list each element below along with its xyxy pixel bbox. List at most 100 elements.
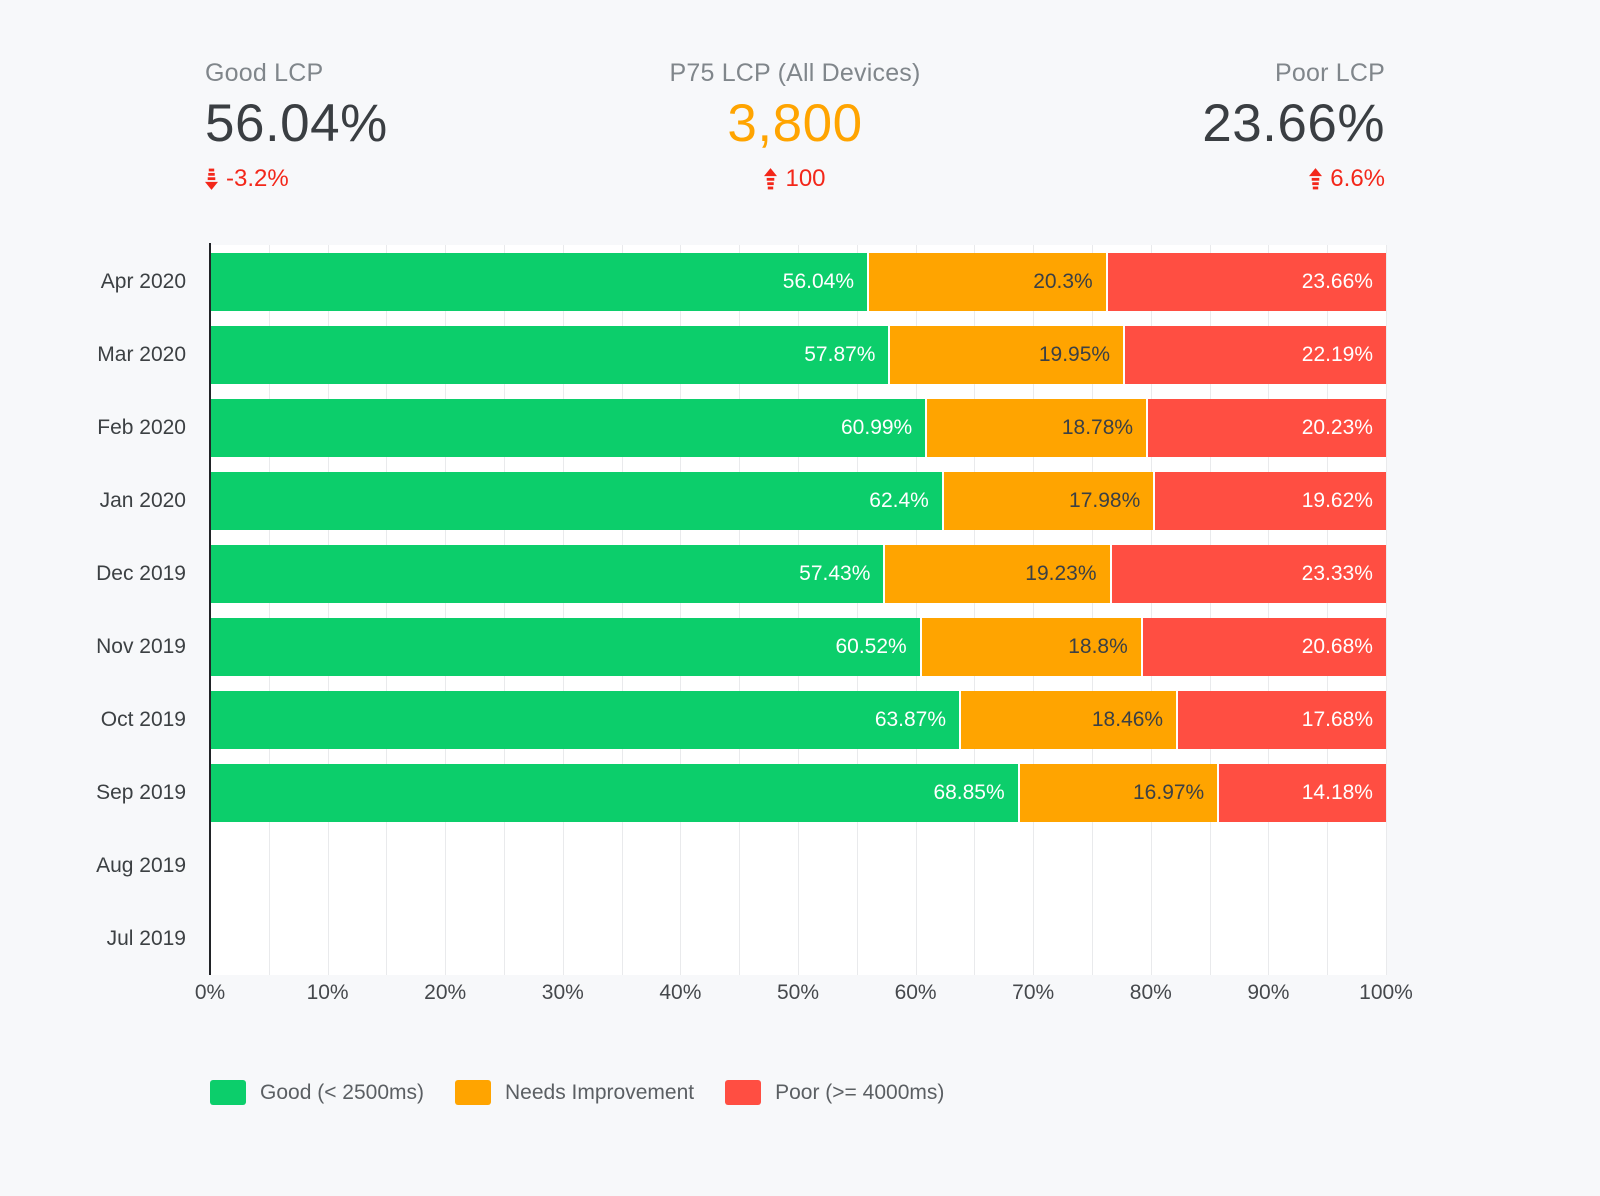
gridline (1386, 245, 1387, 975)
legend-item-needs-improvement[interactable]: Needs Improvement (455, 1080, 694, 1105)
bar-track: 68.85% 16.97% 14.18% (210, 763, 1386, 822)
bar-segment-poor[interactable]: 22.19% (1125, 325, 1386, 384)
y-axis-label: Jul 2019 (106, 926, 186, 950)
y-axis-label: Mar 2020 (97, 342, 186, 366)
bar-segment-value: 16.97% (1133, 780, 1205, 804)
gridline (915, 245, 917, 975)
bar-segment-value: 19.95% (1038, 342, 1111, 366)
arrow-down-icon (205, 168, 218, 190)
bar-segment-needs-improvement[interactable]: 16.97% (1019, 763, 1220, 822)
y-axis-label: Apr 2020 (100, 269, 186, 293)
bar-segment-poor[interactable]: 23.66% (1107, 252, 1386, 311)
y-axis-label: Dec 2019 (96, 561, 186, 585)
bar-segment-value: 57.87% (804, 342, 876, 366)
bar-segment-needs-improvement[interactable]: 20.3% (869, 252, 1108, 311)
bar-track: 62.4% 17.98% 19.62% (210, 471, 1386, 530)
x-axis-tick-label: 70% (1012, 981, 1055, 1004)
bar-segment-good[interactable]: 60.52% (210, 617, 922, 676)
bar-segment-needs-improvement[interactable]: 18.8% (921, 617, 1143, 676)
kpi-poor-lcp: Poor LCP 23.66% 6.6% (1005, 58, 1385, 192)
gridline (621, 245, 623, 975)
gridline (268, 245, 270, 975)
bar-segment-good[interactable]: 62.4% (210, 471, 944, 530)
legend-label: Poor (>= 4000ms) (775, 1080, 945, 1104)
x-axis-tick-label: 30% (541, 981, 584, 1004)
legend-item-good[interactable]: Good (< 2500ms) (210, 1080, 424, 1105)
gridline (504, 245, 505, 975)
x-axis-tick-label: 40% (659, 981, 702, 1004)
arrow-up-icon (1309, 168, 1323, 190)
bar-segment-good[interactable]: 68.85% (210, 763, 1020, 822)
kpi-label: Good LCP (205, 59, 324, 87)
kpi-delta: 6.6% (1309, 166, 1385, 192)
gridline (1327, 245, 1329, 975)
bar-track: 60.99% 18.78% 20.23% (210, 398, 1386, 457)
kpi-p75-lcp: P75 LCP (All Devices) 3,800 100 (605, 58, 985, 192)
bar-segment-value: 23.33% (1301, 561, 1373, 585)
bar-row: Jan 2020 62.4% 17.98% 19.62% (0, 464, 1600, 537)
kpi-row: Good LCP 56.04% -3.2% P75 LCP (All Devic… (205, 58, 1385, 192)
y-axis-label: Oct 2019 (100, 707, 186, 731)
y-axis-label: Sep 2019 (96, 780, 186, 804)
bar-segment-value: 18.46% (1091, 707, 1164, 731)
bar-row: Apr 2020 56.04% 20.3% 23.66% (0, 245, 1600, 318)
bar-segment-poor[interactable]: 17.68% (1178, 690, 1386, 749)
gridline (1092, 245, 1093, 975)
bar-segment-value: 17.98% (1069, 488, 1141, 512)
bar-segment-good[interactable]: 57.43% (210, 544, 886, 603)
y-axis-line (209, 243, 211, 975)
bar-segment-poor[interactable]: 19.62% (1155, 471, 1386, 530)
bar-row: Sep 2019 68.85% 16.97% 14.18% (0, 756, 1600, 829)
bar-row: Feb 2020 60.99% 18.78% 20.23% (0, 391, 1600, 464)
gridline (798, 245, 799, 975)
bar-segment-value: 18.8% (1068, 634, 1128, 658)
bar-segment-needs-improvement[interactable]: 17.98% (943, 471, 1156, 530)
legend-item-poor[interactable]: Poor (>= 4000ms) (725, 1080, 944, 1105)
gridline (856, 245, 858, 975)
bar-segment-value: 22.19% (1301, 342, 1373, 366)
bar-row: Mar 2020 57.87% 19.95% 22.19% (0, 318, 1600, 391)
bar-track (210, 910, 1386, 968)
bar-segment-good[interactable]: 63.87% (210, 690, 962, 749)
bar-segment-good[interactable]: 57.87% (210, 325, 891, 384)
kpi-value: 3,800 (727, 94, 863, 153)
y-axis-label: Aug 2019 (96, 853, 186, 877)
legend-swatch-poor (725, 1080, 762, 1105)
bar-segment-value: 14.18% (1301, 780, 1373, 804)
kpi-good-lcp: Good LCP 56.04% -3.2% (205, 58, 585, 192)
bar-segment-needs-improvement[interactable]: 19.95% (890, 325, 1126, 384)
bar-segment-value: 20.3% (1033, 269, 1093, 293)
bar-segment-value: 19.23% (1025, 561, 1097, 585)
gridline (1209, 245, 1211, 975)
bar-track: 57.43% 19.23% 23.33% (210, 544, 1386, 603)
bar-row: Aug 2019 (0, 829, 1600, 902)
bar-segment-value: 20.68% (1301, 634, 1373, 658)
bar-segment-value: 68.85% (933, 780, 1005, 804)
kpi-label: Poor LCP (1275, 59, 1385, 87)
gridline (680, 245, 682, 975)
x-axis-tick-label: 20% (424, 981, 467, 1004)
bar-segment-poor[interactable]: 20.68% (1142, 617, 1386, 676)
bar-track: 63.87% 18.46% 17.68% (210, 690, 1386, 749)
y-axis-label: Nov 2019 (96, 634, 186, 658)
bar-segment-good[interactable]: 60.99% (210, 398, 928, 457)
bar-segment-needs-improvement[interactable]: 19.23% (885, 544, 1112, 603)
gridline (1268, 245, 1270, 975)
legend-swatch-good (210, 1080, 246, 1105)
bar-segment-poor[interactable]: 20.23% (1148, 398, 1386, 457)
bar-segment-needs-improvement[interactable]: 18.46% (961, 690, 1179, 749)
gridline (386, 245, 388, 975)
y-axis-label: Feb 2020 (97, 415, 186, 439)
bar-track (210, 837, 1386, 895)
bar-segment-good[interactable]: 56.04% (210, 252, 870, 311)
gridline (1033, 245, 1035, 975)
kpi-delta-value: -3.2% (226, 165, 289, 192)
bar-segment-needs-improvement[interactable]: 18.78% (927, 398, 1149, 457)
gridline (562, 245, 564, 975)
bar-segment-poor[interactable]: 23.33% (1111, 544, 1386, 603)
bar-segment-value: 19.62% (1301, 488, 1373, 512)
bar-segment-value: 63.87% (874, 707, 947, 731)
bar-rows: Apr 2020 56.04% 20.3% 23.66% Mar 2020 57.87% 1… (0, 245, 1600, 975)
bar-segment-poor[interactable]: 14.18% (1219, 763, 1386, 822)
